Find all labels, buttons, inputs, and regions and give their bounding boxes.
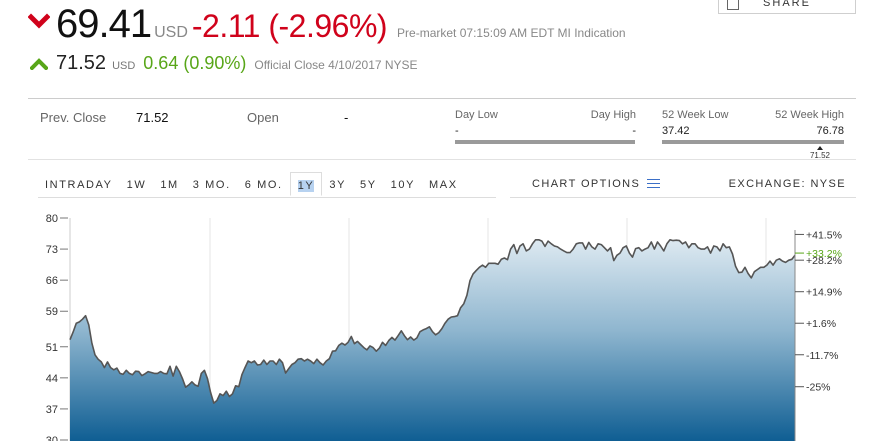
tab-1w[interactable]: 1W	[126, 178, 147, 191]
day-range-bar	[455, 140, 635, 144]
open-label: Open	[247, 110, 279, 125]
up-arrow-icon	[30, 57, 48, 70]
tab-5y[interactable]: 5Y	[360, 178, 377, 191]
week52-high-label: 52 Week High	[775, 109, 844, 121]
right-tick-label: +41.5%	[806, 229, 842, 241]
hamburger-menu-icon	[647, 179, 661, 188]
week52-range-bar	[662, 140, 844, 144]
tab-1m[interactable]: 1M	[160, 178, 179, 191]
price-line	[69, 239, 796, 404]
tab-max[interactable]: MAX	[429, 178, 458, 191]
share-button[interactable]: SHARE	[718, 0, 856, 14]
y-tick-label: 44	[46, 373, 58, 385]
tab-10y[interactable]: 10Y	[390, 178, 416, 191]
exchange-label: EXCHANGE: NYSE	[728, 177, 846, 190]
tab-1y-label: 1Y	[297, 179, 315, 192]
y-tick-label: 37	[46, 404, 58, 416]
day-low-label: Day Low	[455, 109, 498, 121]
tab-3y[interactable]: 3Y	[329, 178, 347, 191]
close-currency: USD	[112, 60, 136, 72]
right-tick-label: +28.2%	[806, 255, 842, 267]
prev-close-value: 71.52	[136, 110, 169, 125]
tab-3mo[interactable]: 3 MO.	[192, 178, 231, 191]
y-tick-label: 80	[46, 213, 58, 225]
day-low-value: -	[455, 125, 459, 137]
timeframe-tabs: INTRADAY 1W 1M 3 MO. 6 MO. 1Y 3Y 5Y 10Y …	[38, 170, 496, 198]
down-arrow-icon	[28, 13, 50, 29]
tab-1y[interactable]: 1Y	[289, 171, 323, 196]
chart-options-label: CHART OPTIONS	[532, 177, 641, 190]
right-axis: +41.5% +33.2%+28.2% +14.9% +1.6% -11.7% -25%	[794, 229, 842, 441]
official-close-note: Official Close 4/10/2017 NYSE	[254, 58, 418, 72]
share-label: SHARE	[763, 0, 811, 9]
right-tick-label: -25%	[806, 382, 831, 394]
right-tick-label: -11.7%	[806, 350, 839, 362]
week52-low-label: 52 Week Low	[662, 109, 729, 121]
chart-options-button[interactable]: CHART OPTIONS	[532, 177, 661, 190]
close-quote: 71.52 USD 0.64 (0.90%) Official Close 4/…	[30, 52, 418, 75]
stats-bar: Prev. Close 71.52 Open - Day Low Day Hig…	[28, 98, 856, 160]
price-area	[70, 239, 795, 441]
y-tick-label: 59	[46, 306, 58, 318]
week52-range-marker	[816, 146, 823, 150]
current-currency: USD	[154, 24, 188, 41]
right-tick-label: +33.2%	[806, 248, 842, 260]
day-high-value: -	[632, 125, 636, 137]
y-tick-label: 73	[46, 244, 58, 256]
right-tick-label: +1.6%	[806, 318, 836, 330]
right-tick-label: +14.9%	[806, 287, 842, 299]
left-axis: 80 73 66 59 51 44 37 30	[46, 213, 71, 441]
current-change: -2.11 (-2.96%)	[191, 8, 388, 44]
close-change: 0.64 (0.90%)	[143, 53, 247, 73]
chart-options-bar: CHART OPTIONS EXCHANGE: NYSE	[510, 170, 856, 198]
current-price: 69.41	[56, 2, 152, 46]
y-tick-label: 51	[46, 342, 58, 354]
tab-6mo[interactable]: 6 MO.	[244, 178, 283, 191]
tab-intraday[interactable]: INTRADAY	[45, 178, 113, 191]
week52-low-value: 37.42	[662, 125, 690, 137]
close-price: 71.52	[56, 52, 107, 74]
week52-high-value: 76.78	[816, 125, 844, 137]
prev-close-label: Prev. Close	[40, 110, 107, 125]
y-tick-label: 66	[46, 275, 58, 287]
open-value: -	[344, 110, 349, 125]
day-high-label: Day High	[590, 109, 636, 121]
week52-marker-label: 71.52	[809, 151, 830, 160]
premarket-note: Pre-market 07:15:09 AM EDT MI Indication	[397, 26, 626, 40]
share-icon	[727, 0, 739, 10]
current-quote: 69.41 USD -2.11 (-2.96%) Pre-market 07:1…	[28, 2, 626, 46]
y-tick-label: 30	[46, 435, 58, 441]
price-chart[interactable]: 80 73 66 59 51 44 37 30 +41.5% +33.2%+28.2% +14.9…	[0, 200, 882, 441]
